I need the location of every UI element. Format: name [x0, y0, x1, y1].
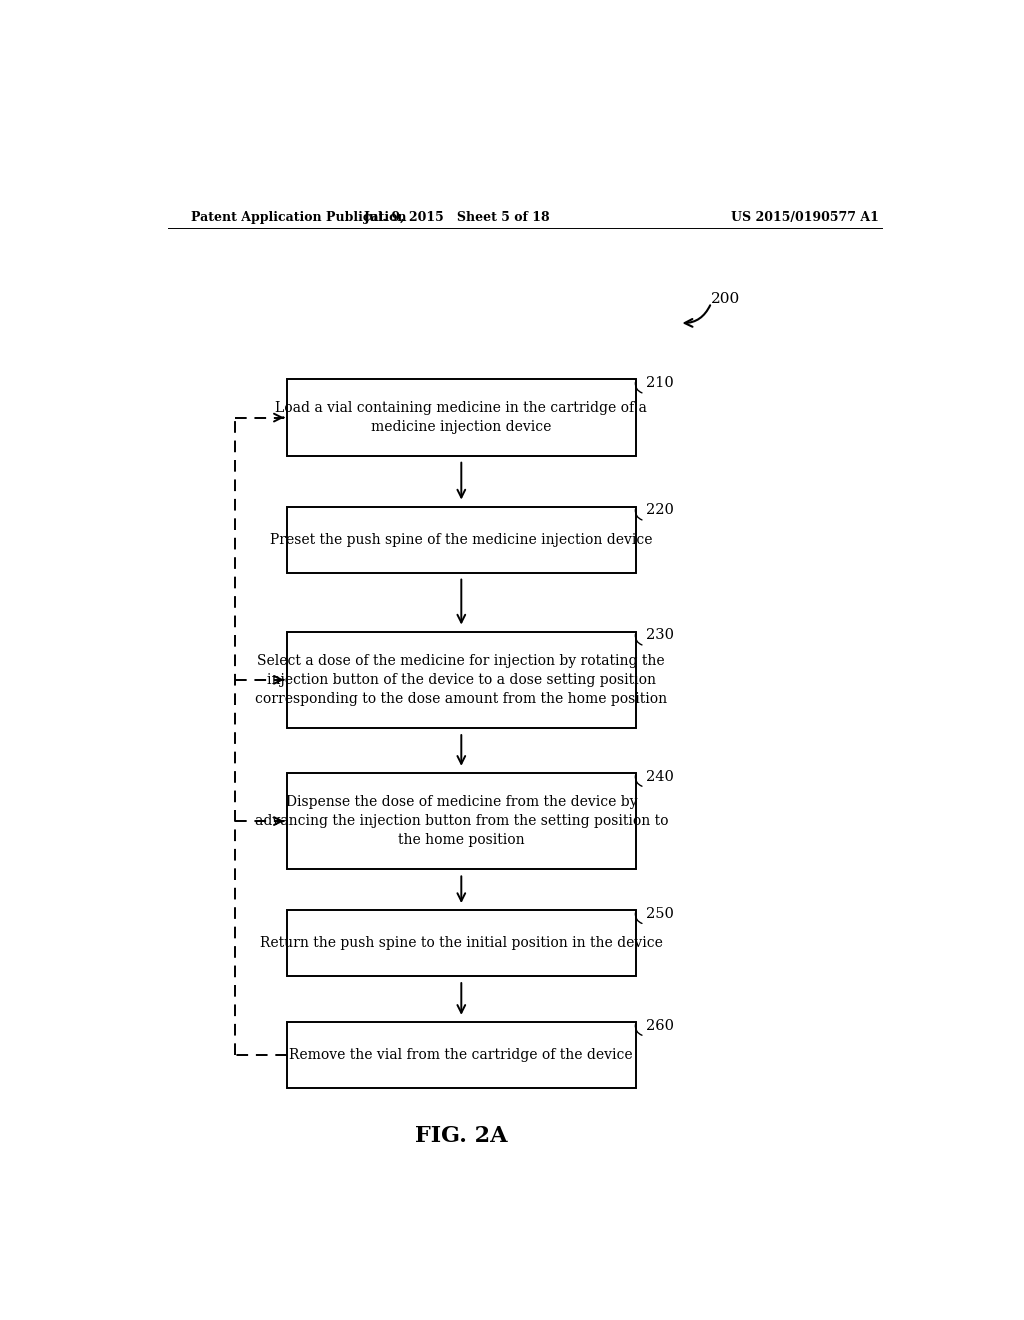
Text: Dispense the dose of medicine from the device by
advancing the injection button : Dispense the dose of medicine from the d…: [255, 795, 668, 847]
Text: FIG. 2A: FIG. 2A: [415, 1125, 508, 1147]
Text: 260: 260: [646, 1019, 674, 1032]
Bar: [287, 507, 636, 573]
Bar: [287, 631, 636, 729]
Text: 230: 230: [646, 628, 674, 643]
Text: 220: 220: [646, 503, 674, 517]
Text: Return the push spine to the initial position in the device: Return the push spine to the initial pos…: [260, 936, 663, 950]
Text: 200: 200: [712, 292, 740, 306]
Text: US 2015/0190577 A1: US 2015/0190577 A1: [731, 211, 879, 224]
Bar: [287, 379, 636, 455]
Bar: [287, 909, 636, 975]
Text: 250: 250: [646, 907, 674, 921]
Text: Load a vial containing medicine in the cartridge of a
medicine injection device: Load a vial containing medicine in the c…: [275, 401, 647, 434]
Text: Preset the push spine of the medicine injection device: Preset the push spine of the medicine in…: [270, 532, 652, 546]
Text: Remove the vial from the cartridge of the device: Remove the vial from the cartridge of th…: [290, 1048, 633, 1061]
Text: 210: 210: [646, 376, 674, 391]
Text: Jul. 9, 2015   Sheet 5 of 18: Jul. 9, 2015 Sheet 5 of 18: [364, 211, 551, 224]
Bar: [287, 1022, 636, 1088]
Text: Patent Application Publication: Patent Application Publication: [191, 211, 407, 224]
Bar: [287, 772, 636, 870]
Text: Select a dose of the medicine for injection by rotating the
injection button of : Select a dose of the medicine for inject…: [255, 653, 668, 706]
Text: 240: 240: [646, 770, 674, 784]
